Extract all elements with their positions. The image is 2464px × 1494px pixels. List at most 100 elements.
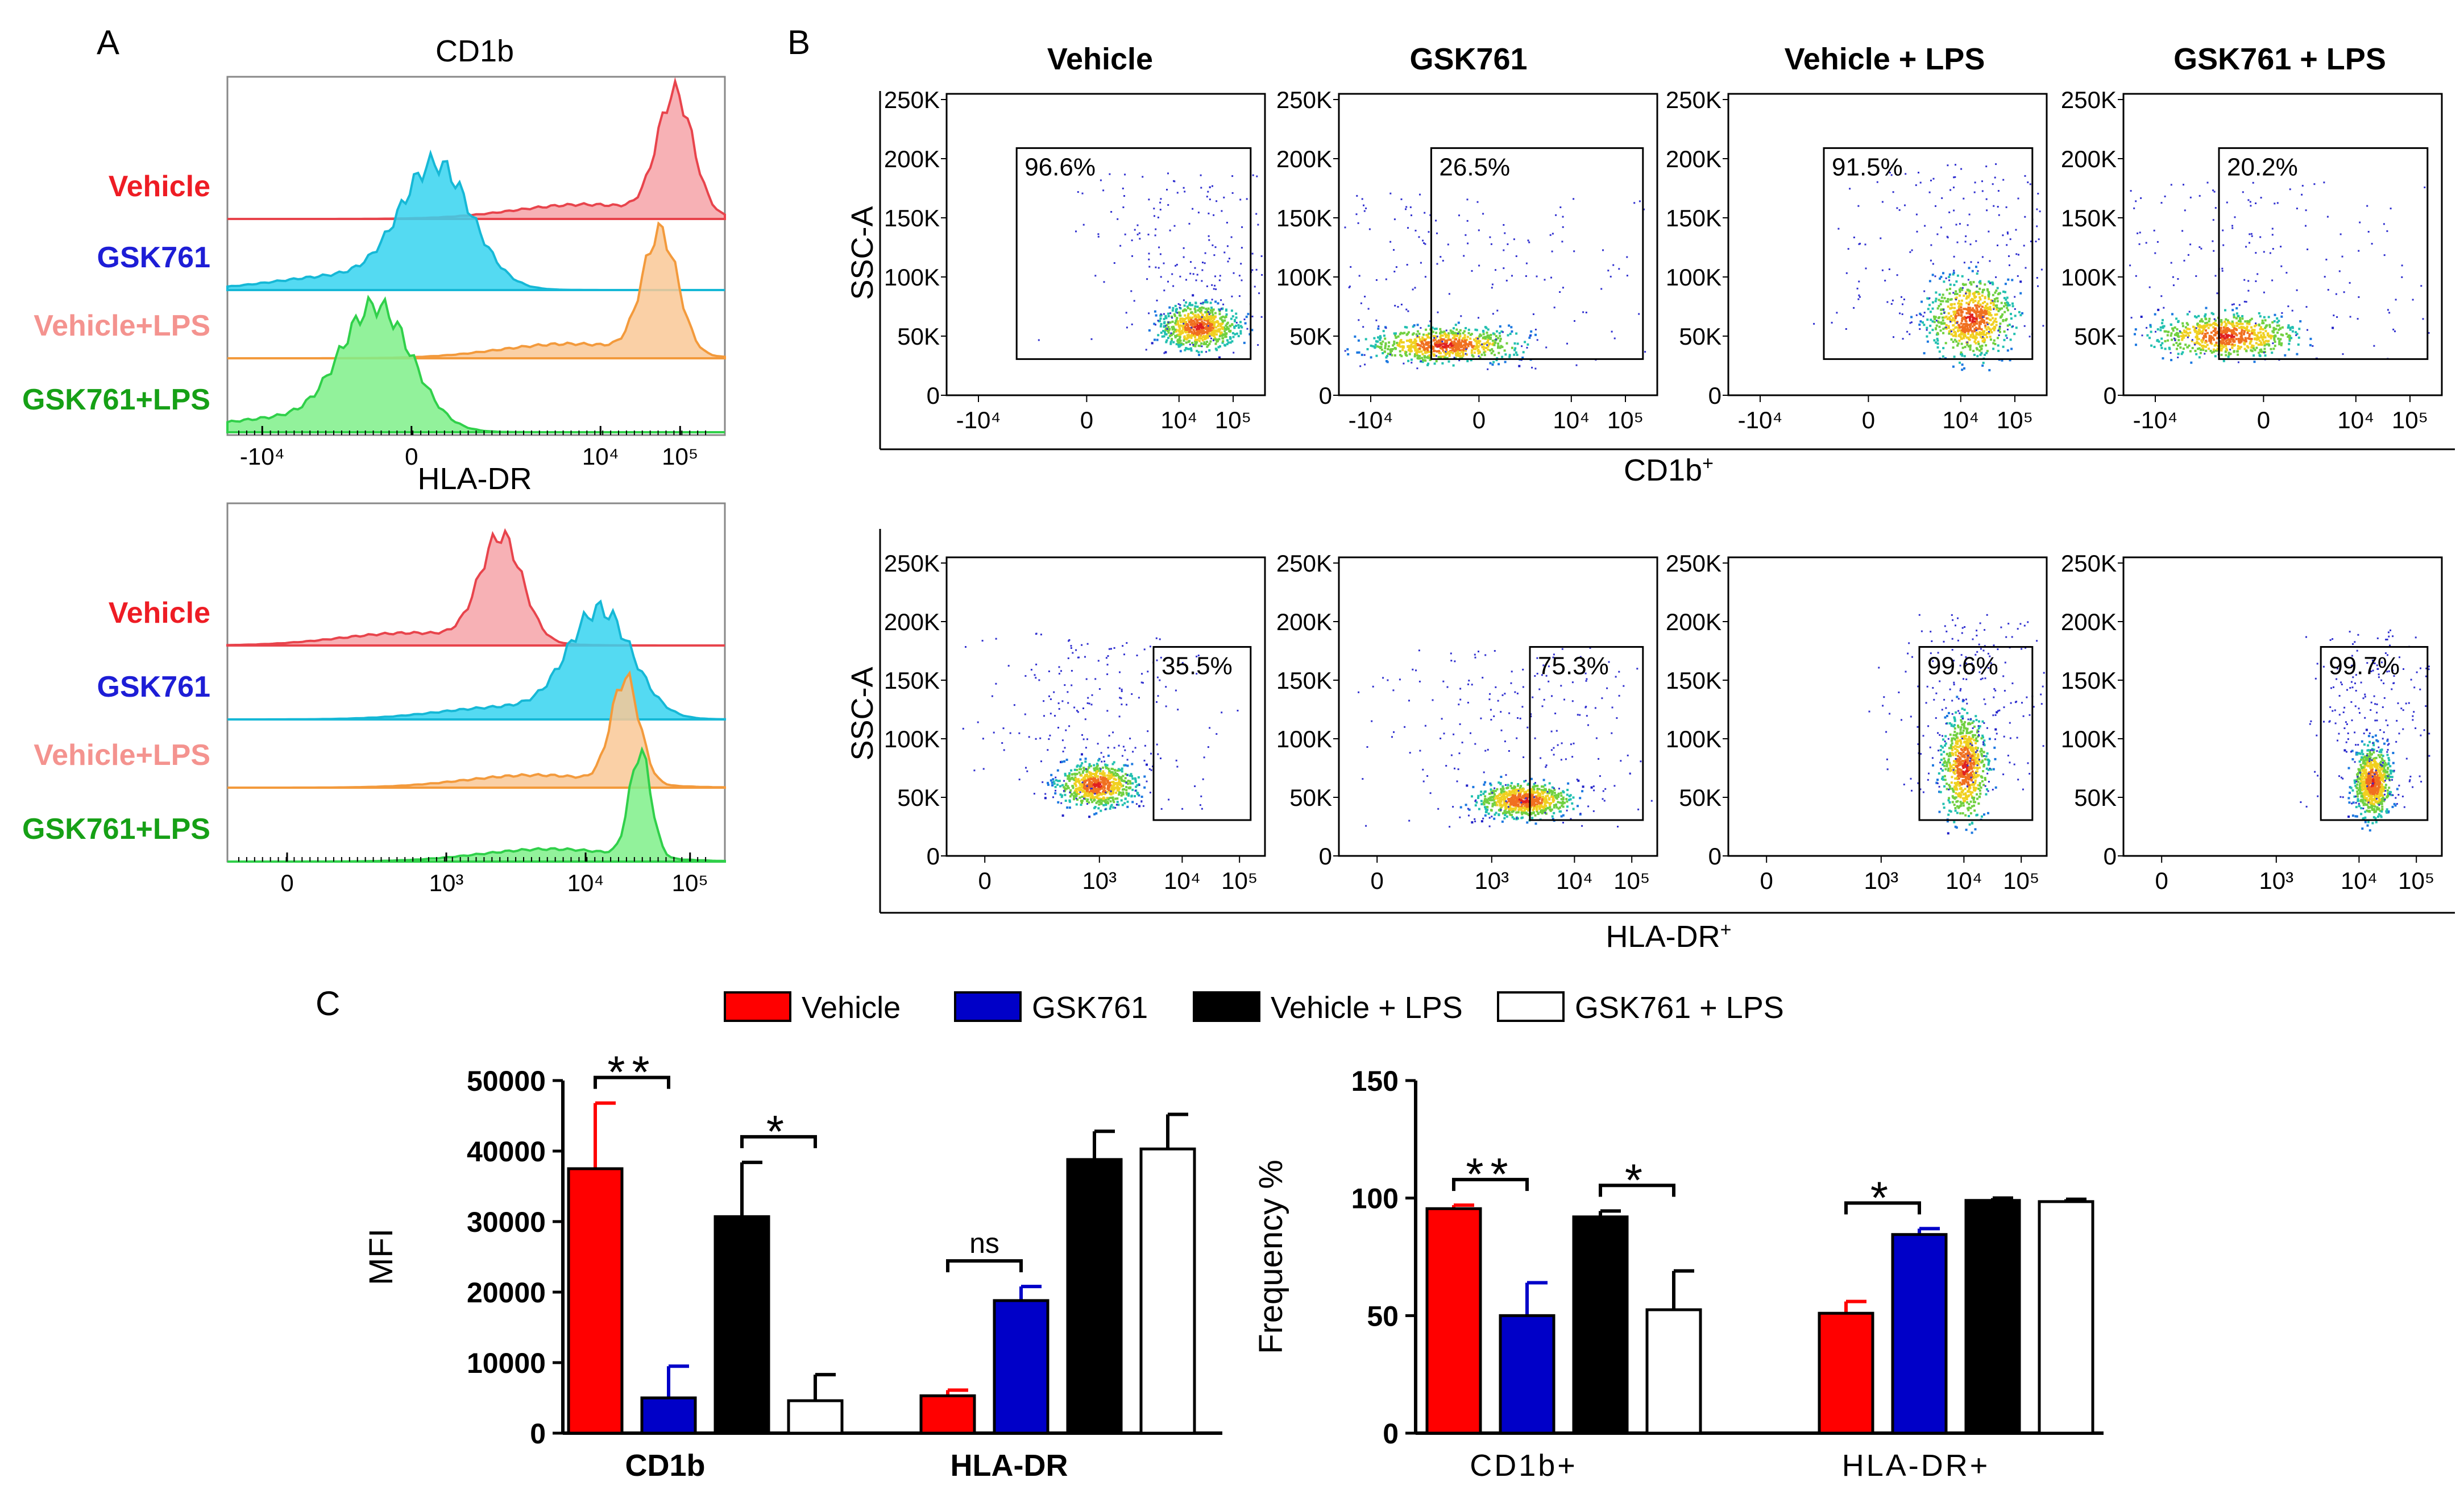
dot-plot-event <box>2279 338 2282 341</box>
dot-plot-event <box>1455 338 1458 341</box>
dot-plot-event <box>2248 335 2251 338</box>
dot-plot-event <box>1447 351 1450 354</box>
dot-plot-event <box>2208 337 2211 340</box>
dot-plot-event <box>1185 321 1188 324</box>
dot-plot-event <box>2198 356 2201 359</box>
dot-plot-event <box>1492 332 1495 335</box>
dot-plot-event <box>2233 340 2236 343</box>
dot-plot-event <box>2273 337 2276 340</box>
dot-plot-event <box>1410 339 1412 342</box>
dot-plot-event <box>2253 361 2256 363</box>
dot-plot-event <box>1064 772 1067 775</box>
dot-plot-event <box>1525 262 1528 264</box>
dot-plot-event <box>2172 327 2174 330</box>
dot-plot-event <box>1187 313 1190 316</box>
dot-plot-event <box>1081 790 1084 793</box>
dot-plot-event <box>1209 327 1212 330</box>
dot-plot-event <box>1994 291 1997 294</box>
dot-plot-event <box>1416 343 1419 346</box>
dot-plot-event <box>1465 342 1468 345</box>
dot-plot-event <box>1126 764 1129 767</box>
dot-plot-event <box>1943 316 1946 319</box>
dot-plot-event <box>2276 202 2279 204</box>
dot-plot-event <box>1493 344 1496 346</box>
dot-plot-event <box>2250 349 2253 352</box>
dot-plot-event <box>1528 241 1530 243</box>
dot-plot-event <box>1219 275 1221 277</box>
dot-plot-event <box>1407 349 1410 351</box>
dot-plot-event <box>1054 785 1057 788</box>
dot-plot-event <box>1104 800 1106 803</box>
dot-plot-event <box>1050 713 1052 715</box>
dot-plot-event <box>1982 316 1984 318</box>
dot-plot-event <box>1444 346 1447 349</box>
dot-plot-event <box>1119 783 1122 785</box>
dot-plot-event <box>1465 347 1468 350</box>
dot-plot-event <box>1409 349 1412 352</box>
dot-plot-event <box>2204 313 2207 316</box>
dot-plot-event <box>1368 228 1371 230</box>
dot-plot-event <box>1488 798 1491 801</box>
dot-plot-event <box>1424 359 1427 362</box>
dot-plot-event <box>1948 276 1951 279</box>
dot-plot-event <box>1491 287 1493 289</box>
dot-plot-event <box>1978 332 1981 334</box>
dot-plot-event <box>1076 710 1078 712</box>
dot-plot-event <box>1427 357 1430 359</box>
dot-plot-event <box>1972 334 1975 337</box>
dot-plot-event <box>1994 343 1997 345</box>
dot-plot-event <box>1214 246 1217 249</box>
dot-plot-event <box>2146 334 2149 337</box>
dot-plot-event <box>1973 311 1976 313</box>
dot-plot-event <box>1478 317 1479 319</box>
dot-plot-event <box>1058 708 1060 710</box>
dot-plot-event <box>1402 341 1405 344</box>
dot-plot-event <box>1085 792 1088 795</box>
dot-plot-event <box>1511 346 1513 349</box>
dot-plot-event <box>965 646 966 648</box>
dot-plot-event <box>1473 351 1476 354</box>
dot-plot-event <box>2198 347 2201 350</box>
dot-plot-event <box>1922 315 1924 317</box>
dot-plot-event <box>1940 322 1943 325</box>
dot-plot-event <box>1502 331 1504 333</box>
dot-plot-event <box>2263 316 2266 318</box>
dot-plot-event <box>2323 181 2325 184</box>
dot-plot-event <box>1183 322 1185 325</box>
dot-plot-event <box>1071 773 1073 776</box>
dot-plot-event <box>1231 315 1234 318</box>
dot-plot-event <box>1434 344 1437 346</box>
dot-plot-event <box>1466 338 1469 341</box>
dot-plot-event <box>1989 308 1992 311</box>
dot-plot-event <box>1405 351 1408 354</box>
dot-plot-event <box>1018 779 1021 781</box>
dot-plot-event <box>1067 785 1069 788</box>
dot-plot-event <box>1124 173 1126 176</box>
dot-plot-event <box>1971 321 1974 323</box>
dot-plot-event <box>1030 669 1032 671</box>
dot-plot-event <box>2312 345 2314 347</box>
dot-plot-event <box>1165 324 1168 326</box>
dot-plot-event <box>1085 775 1088 777</box>
dot-plot-event <box>2394 330 2396 333</box>
dot-plot-event <box>2205 345 2207 348</box>
dot-plot-event <box>1423 242 1425 244</box>
dot-plot-event <box>1989 312 1992 314</box>
dot-plot-event <box>1160 276 1162 278</box>
dot-plot-event <box>1064 788 1067 791</box>
dot-plot-event <box>1131 693 1133 695</box>
dot-plot-event <box>1159 638 1161 640</box>
dot-plot-frame-1-0 <box>945 556 1266 857</box>
ssc-a-label-row1: SSC-A <box>845 206 880 300</box>
dot-plot-event <box>1443 351 1446 354</box>
dot-plot-event <box>1225 313 1228 316</box>
dot-plot-event <box>1455 348 1458 351</box>
dot-plot-event <box>2307 249 2309 250</box>
dot-plot-event <box>1534 803 1537 806</box>
dot-plot-event <box>1102 789 1105 792</box>
dot-plot-event <box>1922 321 1924 324</box>
dot-plot-event <box>1177 303 1180 305</box>
histogram-row-label-0-2: Vehicle+LPS <box>34 309 210 342</box>
dot-plot-event <box>1511 816 1514 819</box>
dot-plot-event <box>1462 352 1465 355</box>
